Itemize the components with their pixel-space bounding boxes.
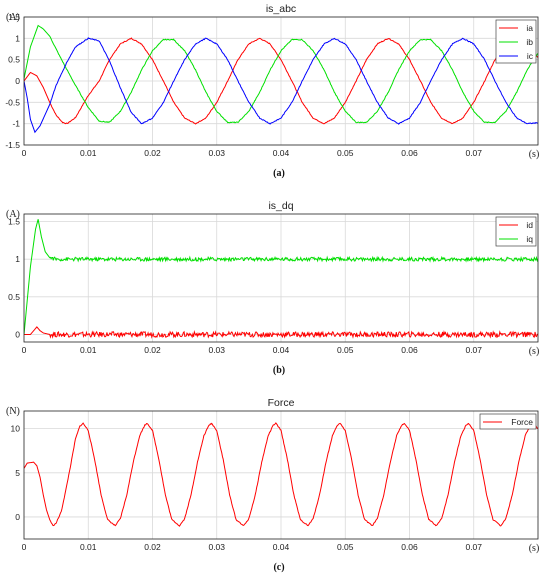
legend-label: iq: [526, 234, 533, 244]
legend-label: Force: [511, 417, 533, 427]
y-tick-label: 10: [11, 424, 21, 434]
series-line-ic: [24, 37, 538, 134]
y-tick-label: -1.5: [5, 140, 20, 150]
x-tick-label: 0.07: [465, 542, 482, 552]
chart-title: Force: [268, 397, 295, 409]
legend: ia ib ic: [495, 19, 537, 64]
x-tick-label: 0.06: [401, 542, 418, 552]
x-tick-label: 0.05: [337, 148, 354, 158]
x-tick-label: 0.05: [337, 345, 354, 355]
x-tick-label: 0.06: [401, 148, 418, 158]
y-tick-label: -1: [12, 119, 20, 129]
y-tick-label: 1.5: [8, 12, 20, 22]
x-axis-unit: (s): [529, 149, 540, 160]
y-tick-label: 1.5: [8, 217, 20, 227]
panel-caption: (a): [273, 168, 285, 179]
legend-box: [495, 216, 537, 247]
panel-caption: (c): [273, 562, 284, 573]
y-tick-label: 0.5: [8, 55, 20, 65]
y-tick-label: -0.5: [5, 97, 20, 107]
chart-panel-0: is_abc (A) 0 0.01 0.02 0.03 0.04 0.05 0.06 0.07 1.…: [5, 3, 539, 179]
x-tick-label: 0.02: [144, 345, 161, 355]
legend: Force: [479, 413, 537, 430]
x-axis-unit: (s): [529, 543, 540, 554]
y-axis-unit: (A): [6, 209, 20, 220]
x-tick-label: 0.03: [208, 148, 225, 158]
x-tick-label: 0.04: [273, 148, 290, 158]
y-tick-label: 1: [15, 33, 20, 43]
y-tick-label: 0: [15, 76, 20, 86]
x-tick-label: 0.04: [273, 542, 290, 552]
chart-title: is_dq: [268, 200, 293, 212]
x-axis-unit: (s): [529, 346, 540, 357]
plot-frame: [23, 213, 539, 343]
series-line-iq: [24, 219, 538, 335]
x-tick-label: 0.03: [208, 345, 225, 355]
y-axis-unit: (A): [6, 12, 20, 23]
x-tick-label: 0.06: [401, 345, 418, 355]
x-tick-label: 0.01: [80, 345, 97, 355]
y-tick-label: 0.5: [8, 292, 20, 302]
y-tick-label: 1: [15, 254, 20, 264]
x-tick-label: 0.01: [80, 542, 97, 552]
chart-panel-2: Force (N) 0 0.01 0.02 0.03 0.04 0.05 0.06 0.07 10 5…: [6, 397, 539, 573]
legend-label: id: [526, 220, 533, 230]
series-line-Force: [24, 422, 538, 527]
x-tick-label: 0.02: [144, 148, 161, 158]
series-line-id: [24, 326, 538, 339]
legend-label: ic: [527, 51, 534, 61]
x-tick-label: 0: [22, 542, 27, 552]
legend-label: ib: [526, 37, 533, 47]
series-line-ib: [24, 24, 538, 124]
chart-panel-1: is_dq (A) 0 0.01 0.02 0.03 0.04 0.05 0.06 0.07 1.5…: [6, 200, 539, 376]
x-tick-label: 0.04: [273, 345, 290, 355]
x-tick-label: 0.02: [144, 542, 161, 552]
x-tick-label: 0.03: [208, 542, 225, 552]
plot-frame: [23, 16, 539, 146]
legend: id iq: [495, 216, 537, 247]
x-tick-label: 0.05: [337, 542, 354, 552]
x-tick-label: 0.07: [465, 345, 482, 355]
x-tick-label: 0.01: [80, 148, 97, 158]
y-tick-label: 0: [15, 512, 20, 522]
x-tick-label: 0.07: [465, 148, 482, 158]
panel-caption: (b): [273, 365, 285, 376]
plot-frame: [23, 410, 539, 540]
y-tick-label: 0: [15, 329, 20, 339]
chart-title: is_abc: [266, 3, 296, 15]
x-tick-label: 0: [22, 345, 27, 355]
x-tick-label: 0: [22, 148, 27, 158]
legend-label: ia: [526, 23, 533, 33]
y-tick-label: 5: [15, 468, 20, 478]
legend-box: [479, 413, 537, 430]
y-axis-unit: (N): [6, 406, 20, 417]
